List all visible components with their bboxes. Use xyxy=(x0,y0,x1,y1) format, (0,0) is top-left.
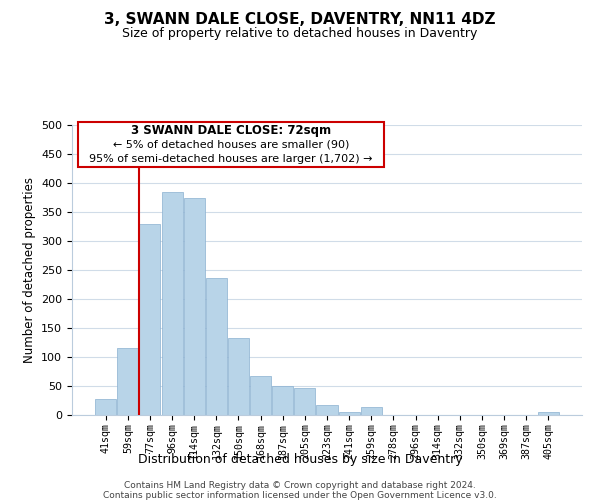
Text: ← 5% of detached houses are smaller (90): ← 5% of detached houses are smaller (90) xyxy=(113,140,349,149)
Bar xyxy=(316,404,338,415)
Bar xyxy=(272,386,293,415)
Bar xyxy=(295,388,316,415)
Text: Size of property relative to detached houses in Daventry: Size of property relative to detached ho… xyxy=(122,28,478,40)
Bar xyxy=(250,376,271,415)
Bar xyxy=(361,408,382,415)
Bar xyxy=(228,338,249,415)
Y-axis label: Number of detached properties: Number of detached properties xyxy=(23,177,35,363)
Bar xyxy=(538,412,559,415)
Bar xyxy=(139,224,160,415)
Bar xyxy=(206,278,227,415)
Text: 3, SWANN DALE CLOSE, DAVENTRY, NN11 4DZ: 3, SWANN DALE CLOSE, DAVENTRY, NN11 4DZ xyxy=(104,12,496,28)
Bar xyxy=(184,198,205,415)
Bar xyxy=(118,348,139,415)
Text: 3 SWANN DALE CLOSE: 72sqm: 3 SWANN DALE CLOSE: 72sqm xyxy=(131,124,331,136)
Text: Contains HM Land Registry data © Crown copyright and database right 2024.: Contains HM Land Registry data © Crown c… xyxy=(124,481,476,490)
Bar xyxy=(338,412,359,415)
Bar xyxy=(161,192,182,415)
Text: 95% of semi-detached houses are larger (1,702) →: 95% of semi-detached houses are larger (… xyxy=(89,154,373,164)
Bar xyxy=(95,399,116,415)
Text: Contains public sector information licensed under the Open Government Licence v3: Contains public sector information licen… xyxy=(103,491,497,500)
Text: Distribution of detached houses by size in Daventry: Distribution of detached houses by size … xyxy=(137,452,463,466)
